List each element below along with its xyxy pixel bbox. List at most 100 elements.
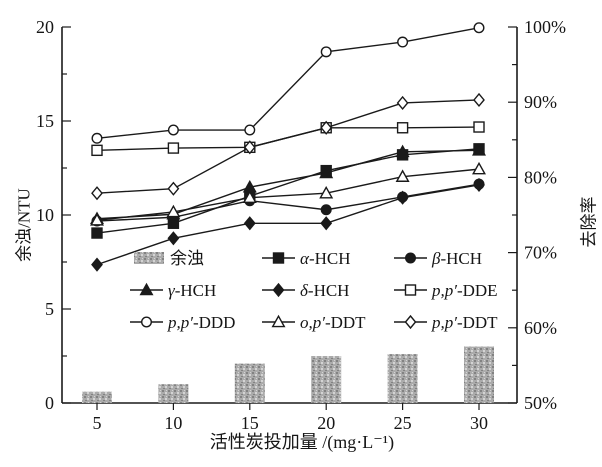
open-diamond-marker-icon <box>91 186 103 201</box>
legend-label-em: p,p′ <box>431 313 457 332</box>
legend-label-text: -DDT <box>325 313 366 332</box>
bar <box>234 363 265 403</box>
bar <box>82 391 112 403</box>
axes: 0 5 10 15 20 50% 60% 70% 80% 90% 100% 5 10 15 20 25 30 <box>36 17 566 433</box>
y-right-tick-label: 80% <box>524 167 557 187</box>
legend-label-em: p,p′ <box>431 281 457 300</box>
legend-label-em: γ <box>168 281 176 300</box>
series-line <box>96 148 480 234</box>
legend-item: γ-HCH <box>130 281 216 300</box>
legend-label-em: δ <box>300 281 309 300</box>
bar <box>387 354 418 403</box>
open-diamond-marker-icon <box>243 140 256 155</box>
filled-square-marker-icon <box>272 252 285 264</box>
filled-diamond-marker-icon <box>91 257 103 272</box>
x-axis-title: 活性炭投加量 /(mg·L⁻¹) <box>209 432 395 452</box>
legend-label-text: -DDD <box>193 313 236 332</box>
y-left-tick-label: 10 <box>36 205 54 225</box>
filled-circle-marker-icon <box>405 252 417 264</box>
series-line <box>96 149 480 220</box>
open-triangle-marker-icon <box>271 314 286 328</box>
legend-label: γ-HCH <box>168 281 216 300</box>
x-tick-label: 30 <box>470 413 488 433</box>
open-circle-marker-icon <box>91 132 103 144</box>
series-pp-ddt <box>91 92 485 201</box>
legend-label-text: -DDE <box>457 281 498 300</box>
y-left-tick-label: 5 <box>45 299 54 319</box>
filled-triangle-marker-icon <box>472 143 486 156</box>
series-line <box>96 168 480 221</box>
legend-item: β-HCH <box>394 249 482 268</box>
legend-label-text: 余浊 <box>170 249 204 268</box>
series-pp-dde <box>91 121 485 157</box>
bar <box>464 346 494 403</box>
y-right-axis-title: 去除率 <box>579 196 599 248</box>
x-tick-label: 5 <box>93 413 102 433</box>
filled-diamond-marker-icon <box>473 177 485 193</box>
series-line <box>96 126 480 152</box>
open-circle-marker-icon <box>473 22 485 34</box>
filled-square-marker-icon <box>91 227 103 239</box>
series-line <box>96 183 480 222</box>
open-square-marker-icon <box>404 284 417 296</box>
series-delta-hch <box>91 177 485 272</box>
filled-diamond-marker-icon <box>167 231 180 246</box>
x-tick-label: 20 <box>317 413 335 433</box>
filled-triangle-marker-icon <box>319 165 334 179</box>
legend-label-em: o,p′ <box>300 313 325 332</box>
legend-label: p,p′-DDD <box>167 313 235 332</box>
open-triangle-marker-icon <box>395 169 410 182</box>
legend-label-em: β <box>431 249 441 268</box>
legend-label-text: -HCH <box>440 249 482 268</box>
open-diamond-marker-icon <box>396 95 409 111</box>
open-diamond-marker-icon <box>167 181 180 196</box>
filled-circle-marker-icon <box>320 204 332 216</box>
series-beta-hch <box>91 178 485 227</box>
y-right-tick-label: 100% <box>524 17 566 37</box>
series-line <box>96 184 480 266</box>
x-tick-label: 10 <box>164 413 182 433</box>
filled-diamond-marker-icon <box>396 190 409 205</box>
legend-label: p,p′-DDT <box>431 313 498 332</box>
open-circle-marker-icon <box>397 36 409 48</box>
legend-label-text: -HCH <box>175 281 217 300</box>
filled-triangle-marker-icon <box>395 144 410 158</box>
open-circle-marker-icon <box>244 124 256 136</box>
open-square-marker-icon <box>91 144 103 157</box>
open-circle-marker-icon <box>140 316 152 328</box>
open-diamond-marker-icon <box>320 120 333 135</box>
open-diamond-marker-icon <box>473 92 485 108</box>
open-triangle-marker-icon <box>472 161 486 175</box>
filled-triangle-marker-icon <box>139 282 154 296</box>
legend-item: p,p′-DDT <box>394 313 498 332</box>
legend-label: β-HCH <box>431 249 482 268</box>
series-line <box>96 27 480 139</box>
y-left-tick-label: 20 <box>36 17 54 37</box>
legend-label: δ-HCH <box>300 281 349 300</box>
open-triangle-marker-icon <box>242 190 257 204</box>
y-left-axis-title: 余浊/NTU <box>14 188 34 262</box>
legend-bar-swatch <box>134 252 164 264</box>
legend-label: α-HCH <box>300 249 351 268</box>
legend-label-em: α <box>300 249 310 268</box>
x-tick-label: 25 <box>394 413 412 433</box>
legend-label-text: -DDT <box>457 313 498 332</box>
filled-diamond-marker-icon <box>243 216 256 231</box>
legend-label: o,p′-DDT <box>300 313 366 332</box>
legend-label-text: -HCH <box>308 281 350 300</box>
series-line <box>96 99 480 194</box>
y-right-tick-label: 70% <box>524 243 557 263</box>
open-triangle-marker-icon <box>90 213 104 226</box>
legend-label: p,p′-DDE <box>431 281 498 300</box>
y-right-tick-label: 60% <box>524 318 557 338</box>
x-tick-label: 15 <box>241 413 259 433</box>
legend-label-text: -HCH <box>309 249 351 268</box>
legend-label: 余浊 <box>170 249 204 268</box>
legend-item: p,p′-DDD <box>130 313 235 332</box>
legend-item: α-HCH <box>262 249 351 268</box>
open-diamond-marker-icon <box>404 314 417 330</box>
open-circle-marker-icon <box>167 124 179 136</box>
